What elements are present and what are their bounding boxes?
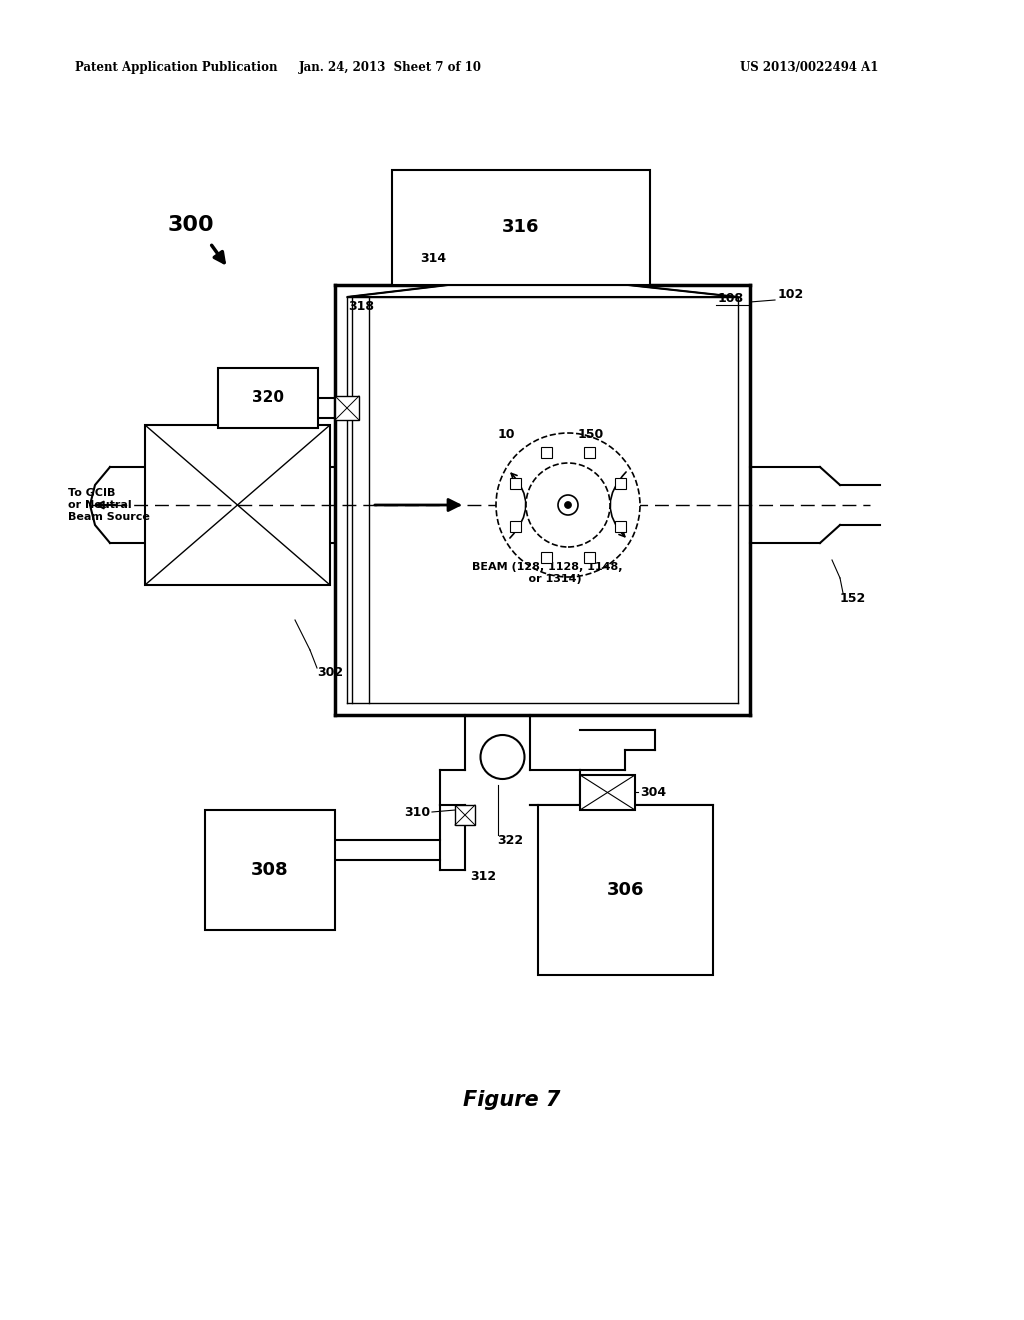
Text: Figure 7: Figure 7 — [463, 1090, 561, 1110]
Bar — [585, 447, 595, 458]
Text: 306: 306 — [607, 880, 644, 899]
Bar — [510, 478, 521, 488]
Bar — [335, 396, 359, 420]
Bar — [145, 425, 330, 585]
Bar — [541, 447, 552, 458]
Bar — [538, 805, 713, 975]
Text: 10: 10 — [498, 429, 515, 441]
Text: 318: 318 — [348, 301, 374, 314]
Text: 108: 108 — [718, 292, 744, 305]
Text: To GCIB
or Neutral
Beam Source: To GCIB or Neutral Beam Source — [68, 488, 150, 521]
Polygon shape — [347, 285, 738, 297]
Text: Patent Application Publication: Patent Application Publication — [75, 62, 278, 74]
Bar — [455, 805, 475, 825]
Bar — [392, 170, 650, 285]
Text: 322: 322 — [497, 833, 523, 846]
Circle shape — [496, 433, 640, 577]
Bar — [585, 552, 595, 564]
Text: 308: 308 — [251, 861, 289, 879]
Bar — [615, 478, 626, 488]
Text: 152: 152 — [840, 591, 866, 605]
Text: 302: 302 — [317, 667, 343, 680]
Text: US 2013/0022494 A1: US 2013/0022494 A1 — [740, 62, 879, 74]
Bar — [580, 775, 635, 810]
Circle shape — [558, 495, 578, 515]
Text: 320: 320 — [252, 391, 284, 405]
Text: 150: 150 — [578, 429, 604, 441]
Text: 304: 304 — [640, 785, 667, 799]
Bar — [205, 810, 335, 931]
Circle shape — [526, 463, 610, 546]
Text: Jan. 24, 2013  Sheet 7 of 10: Jan. 24, 2013 Sheet 7 of 10 — [299, 62, 481, 74]
Text: BEAM (128, 1128, 1148,
    or 1314): BEAM (128, 1128, 1148, or 1314) — [472, 562, 623, 583]
Text: 312: 312 — [470, 870, 496, 883]
Text: 310: 310 — [403, 805, 430, 818]
Text: 300: 300 — [168, 215, 215, 235]
Bar — [615, 521, 626, 532]
Bar — [218, 368, 318, 428]
Bar — [510, 521, 521, 532]
Circle shape — [480, 735, 524, 779]
Bar — [541, 552, 552, 564]
Text: 102: 102 — [778, 289, 804, 301]
Text: 316: 316 — [502, 219, 540, 236]
Circle shape — [564, 502, 571, 508]
Text: 314: 314 — [420, 252, 446, 264]
